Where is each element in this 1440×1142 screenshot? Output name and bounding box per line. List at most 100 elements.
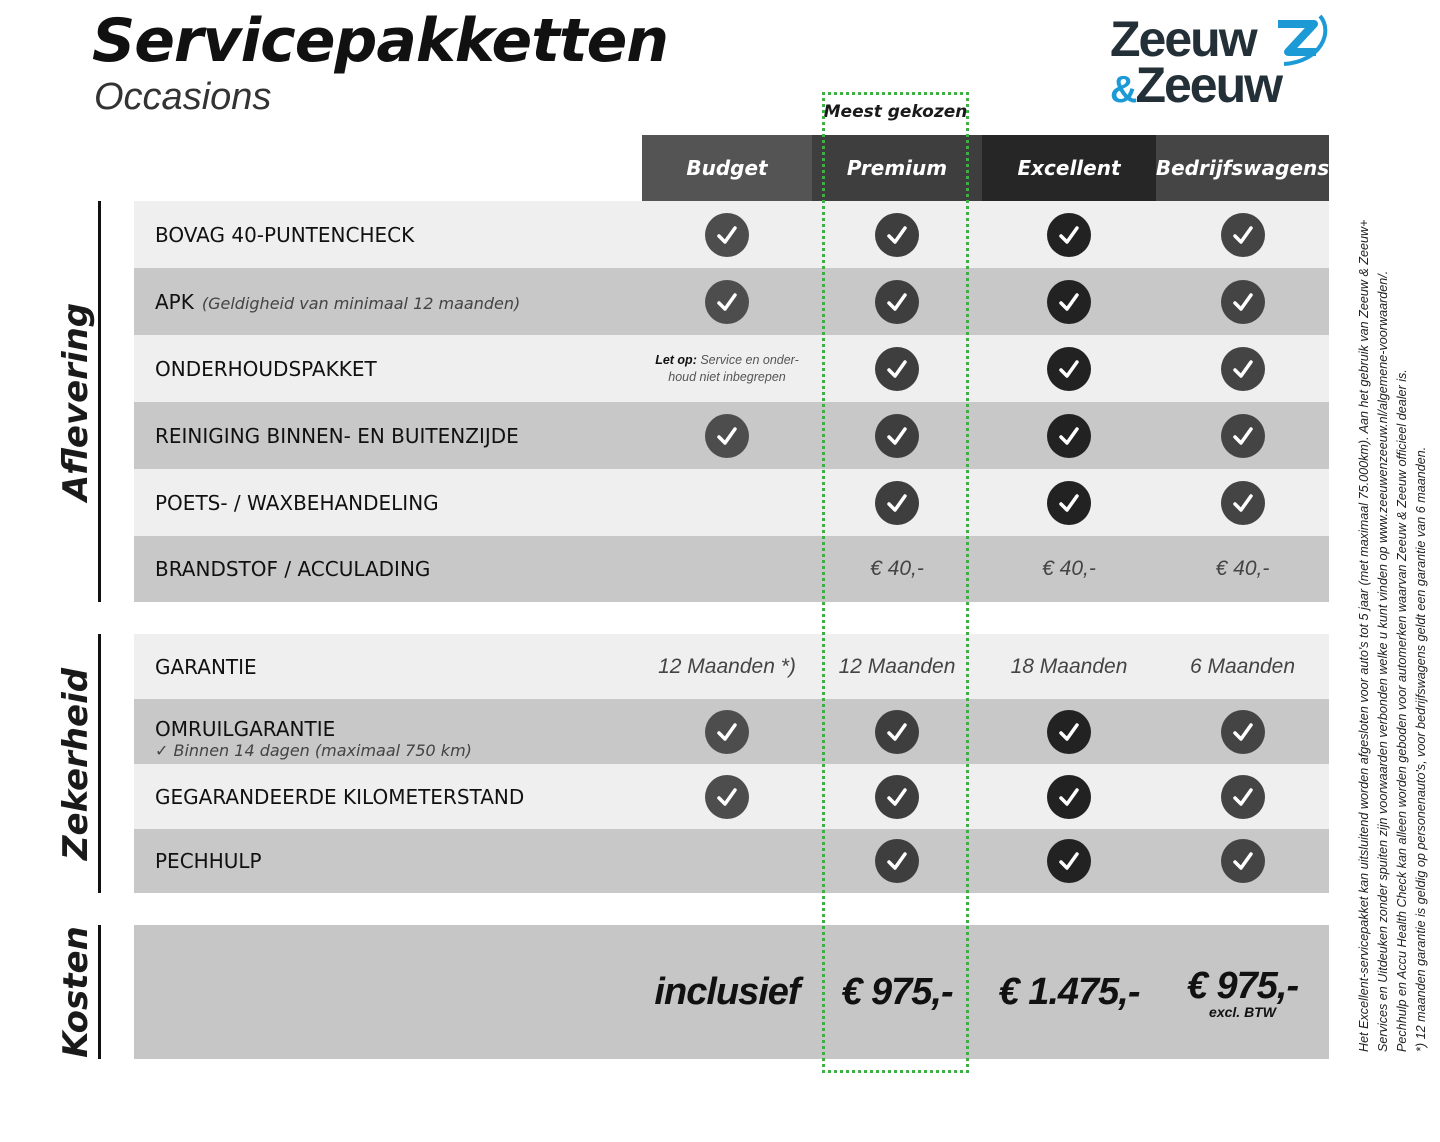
cell-excellent: € 40,-: [982, 536, 1156, 602]
cell-value: € 40,-: [1215, 557, 1270, 580]
table-row: GEGARANDEERDE KILOMETERSTAND: [134, 764, 1329, 829]
cell-value: 12 Maanden *): [658, 654, 796, 678]
cell-budget: inclusief: [642, 925, 812, 1059]
cell-value: 18 Maanden: [1010, 654, 1128, 678]
cell-budget: [642, 829, 812, 893]
cell-premium: [812, 764, 982, 829]
cell-budget: Let op: Service en onder-houd niet inbeg…: [642, 335, 812, 402]
cell-budget: [642, 699, 812, 764]
row-label: PECHHULP: [155, 849, 262, 873]
note-emphasis: Let op:: [655, 352, 697, 367]
logo-line-2: Zeeuw: [1135, 57, 1283, 113]
section-divider: [98, 634, 101, 893]
check-icon: [1220, 413, 1265, 458]
cell-budget: [642, 201, 812, 268]
check-icon: [705, 709, 749, 754]
cell-bedrijfswagens: 6 Maanden: [1156, 634, 1329, 699]
cell-note: Let op: Service en onder-houd niet inbeg…: [652, 352, 802, 386]
row-sub-label: ✓ Binnen 14 dagen (maximaal 750 km): [155, 741, 472, 760]
cell-bedrijfswagens: [1156, 201, 1329, 268]
note-text: Service en onder-houd niet inbegrepen: [668, 352, 799, 384]
row-label: BRANDSTOF / ACCULADING: [155, 557, 430, 581]
cell-bedrijfswagens: [1156, 764, 1329, 829]
price-value: € 1.475,-: [998, 970, 1141, 1013]
check-icon: [1220, 774, 1265, 819]
cell-premium: [812, 268, 982, 335]
cell-premium: € 975,-: [812, 925, 982, 1059]
logo-z-swoosh-icon: [1278, 14, 1328, 66]
row-label: BOVAG 40-PUNTENCHECK: [155, 223, 414, 247]
cell-premium: [812, 829, 982, 893]
page-subtitle: Occasions: [94, 76, 272, 118]
page-title: Servicepakketten: [92, 6, 669, 76]
check-icon: [1220, 709, 1265, 754]
cell-budget: [642, 268, 812, 335]
cell-premium: € 40,-: [812, 536, 982, 602]
row-label-text: OMRUILGARANTIE: [155, 717, 336, 741]
row-label-text: APK: [155, 289, 194, 314]
cell-excellent: [982, 469, 1156, 536]
cell-excellent: [982, 402, 1156, 469]
table-row: BOVAG 40-PUNTENCHECK: [134, 201, 1329, 268]
row-label: OMRUILGARANTIE: [155, 717, 335, 741]
check-icon: [875, 279, 919, 324]
check-icon: [875, 774, 919, 819]
table-row: GARANTIE 12 Maanden *) 12 Maanden 18 Maande…: [134, 634, 1329, 699]
table-row: REINIGING BINNEN- EN BUITENZIJDE: [134, 402, 1329, 469]
cell-bedrijfswagens: [1156, 469, 1329, 536]
cell-value: € 40,-: [870, 557, 924, 580]
check-icon: [1047, 709, 1091, 754]
row-label-text: GARANTIE: [155, 654, 257, 679]
check-icon: [1220, 839, 1265, 883]
cell-excellent: [982, 268, 1156, 335]
logo-line-1: Zeeuw: [1110, 11, 1258, 67]
row-label-text: ONDERHOUDSPAKKET: [155, 356, 377, 381]
cell-excellent: [982, 335, 1156, 402]
check-icon: [705, 212, 749, 257]
check-icon: [1047, 480, 1091, 525]
cell-premium: 12 Maanden: [812, 634, 982, 699]
cell-bedrijfswagens: [1156, 268, 1329, 335]
footnotes: Het Excellent-servicepakket kan uitsluit…: [1355, 132, 1431, 1052]
cell-budget: [642, 536, 812, 602]
check-icon: [705, 774, 749, 819]
check-icon: [1220, 212, 1265, 257]
check-icon: [875, 346, 919, 391]
check-icon: [1047, 212, 1091, 257]
table-row: BRANDSTOF / ACCULADING € 40,- € 40,- € 40,-: [134, 536, 1329, 602]
cell-bedrijfswagens: [1156, 335, 1329, 402]
section-label-kosten: Kosten: [56, 926, 96, 1058]
cell-premium: [812, 335, 982, 402]
logo-ampersand: &: [1110, 69, 1137, 111]
check-icon: [1220, 279, 1265, 324]
row-label-note: (Geldigheid van minimaal 12 maanden): [201, 293, 521, 313]
check-icon: [875, 839, 919, 883]
row-label-text: BOVAG 40-PUNTENCHECK: [155, 222, 415, 247]
cell-premium: [812, 699, 982, 764]
column-header-bedrijfswagens: Bedrijfswagens: [1156, 135, 1329, 201]
cell-excellent: € 1.475,-: [982, 925, 1156, 1059]
cell-excellent: [982, 201, 1156, 268]
row-label-text: BRANDSTOF / ACCULADING: [155, 557, 431, 581]
check-icon: [1047, 279, 1091, 324]
table-row: inclusief € 975,- € 1.475,- € 975,- excl. BT…: [134, 925, 1329, 1059]
row-label: GEGARANDEERDE KILOMETERSTAND: [155, 785, 524, 809]
cell-value: 12 Maanden: [838, 654, 956, 678]
section-divider: [98, 201, 101, 602]
row-label: ONDERHOUDSPAKKET: [155, 357, 377, 381]
cell-budget: [642, 469, 812, 536]
check-icon: [1220, 480, 1265, 525]
check-icon: [1047, 346, 1091, 391]
cell-budget: [642, 764, 812, 829]
row-label: REINIGING BINNEN- EN BUITENZIJDE: [155, 424, 519, 448]
row-label-text: PECHHULP: [155, 849, 262, 873]
cell-excellent: 18 Maanden: [982, 634, 1156, 699]
cell-bedrijfswagens: € 975,- excl. BTW: [1156, 925, 1329, 1059]
check-icon: [705, 413, 749, 458]
cell-premium: [812, 201, 982, 268]
cell-premium: [812, 469, 982, 536]
row-label-text: REINIGING BINNEN- EN BUITENZIJDE: [155, 423, 519, 448]
section-label-aflevering: Aflevering: [56, 302, 96, 501]
price-note: excl. BTW: [1209, 1003, 1276, 1020]
check-icon: [1047, 413, 1091, 458]
